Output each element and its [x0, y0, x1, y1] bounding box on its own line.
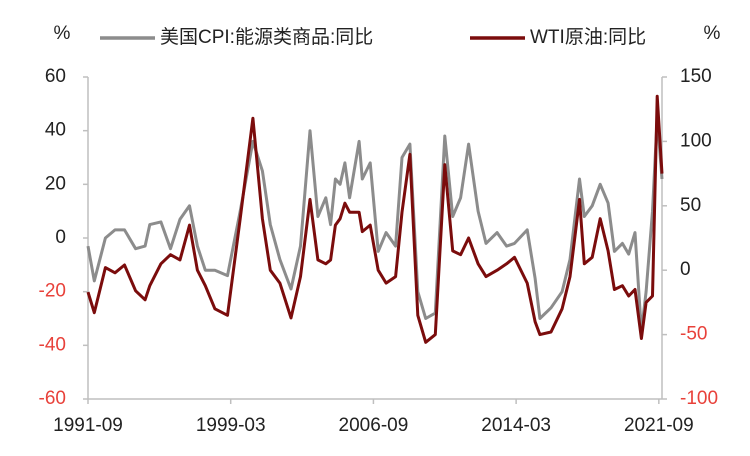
- legend-label: 美国CPI:能源类商品:同比: [160, 26, 373, 48]
- y2-tick-label: -50: [680, 324, 707, 345]
- y-tick-label: -20: [39, 281, 66, 302]
- data-line: [86, 115, 664, 334]
- y-tick-label: 60: [45, 66, 66, 87]
- y-axis-unit: %: [54, 23, 71, 44]
- data-line: [86, 94, 664, 344]
- y2-tick-label: 100: [680, 130, 712, 151]
- x-tick-label: 2006-09: [339, 415, 409, 436]
- y2-tick-label: -100: [680, 388, 718, 409]
- x-tick-label: 1991-09: [53, 415, 123, 436]
- x-tick-label: 2021-09: [624, 415, 694, 436]
- y2-tick-label: 0: [680, 259, 691, 280]
- y2-tick-label: 150: [680, 66, 712, 87]
- y-tick-label: -40: [39, 334, 66, 355]
- legend-label: WTI原油:同比: [530, 26, 646, 48]
- y-tick-label: 0: [55, 227, 66, 248]
- y-tick-label: -60: [39, 388, 66, 409]
- x-tick-label: 2014-03: [481, 415, 551, 436]
- y-tick-label: 40: [45, 120, 66, 141]
- y2-axis-unit: %: [704, 23, 721, 44]
- y-tick-label: 20: [45, 173, 66, 194]
- x-tick-label: 1999-03: [196, 415, 266, 436]
- y2-tick-label: 50: [680, 195, 701, 216]
